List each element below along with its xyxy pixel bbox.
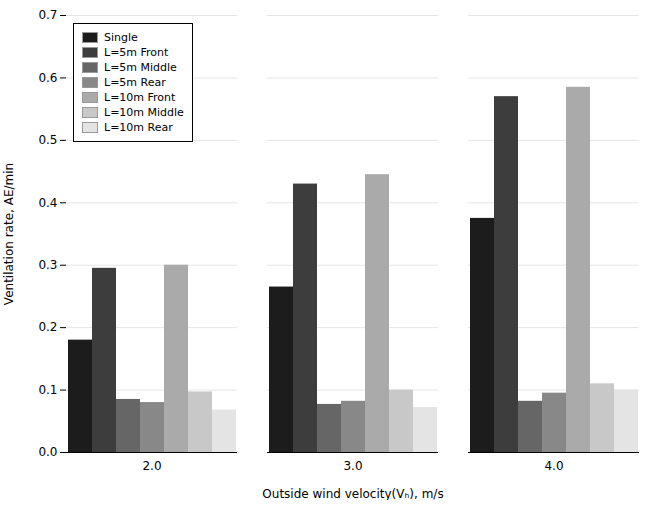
svg-text:0.7: 0.7 [38,8,57,22]
svg-text:0.4: 0.4 [38,196,57,210]
html-text:L=10m Rear: L=10m Rear [104,121,173,134]
svg-text:4.0: 4.0 [544,459,563,473]
svg-text:Outside wind velocity(Vₕ), m/s: Outside wind velocity(Vₕ), m/s [262,487,443,501]
svg-text:2.0: 2.0 [142,459,161,473]
html-text:L=10m Middle: L=10m Middle [104,106,184,119]
html-text:L=5m Rear: L=5m Rear [104,76,166,89]
html-text:Single: Single [104,31,138,44]
svg-text:Ventilation rate, AE/min: Ventilation rate, AE/min [2,163,16,305]
html-text:L=10m Front: L=10m Front [104,91,176,104]
svg-text:0.0: 0.0 [38,445,57,459]
svg-text:0.5: 0.5 [38,133,57,147]
svg-text:3.0: 3.0 [343,459,362,473]
svg-text:0.3: 0.3 [38,258,57,272]
svg-text:0.2: 0.2 [38,320,57,334]
svg-text:0.6: 0.6 [38,71,57,85]
html-text:L=5m Front: L=5m Front [104,46,169,59]
html-text:L=5m Middle: L=5m Middle [104,61,177,74]
svg-text:0.1: 0.1 [38,383,57,397]
